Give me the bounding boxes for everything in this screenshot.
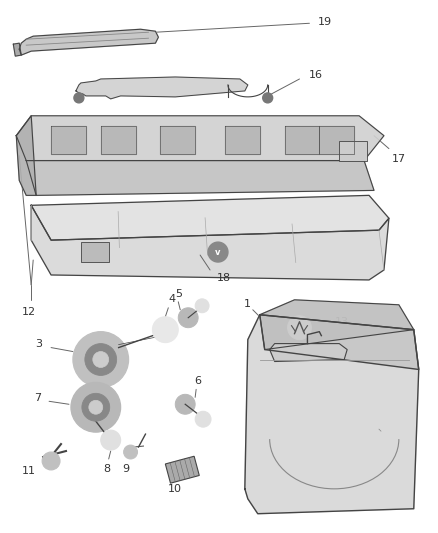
Polygon shape xyxy=(245,315,419,514)
Polygon shape xyxy=(101,126,135,154)
Circle shape xyxy=(195,299,209,313)
Polygon shape xyxy=(19,29,159,55)
Polygon shape xyxy=(76,77,248,99)
Text: 17: 17 xyxy=(392,154,406,164)
Text: 4: 4 xyxy=(169,294,176,304)
Circle shape xyxy=(208,242,228,262)
Polygon shape xyxy=(260,300,414,350)
Circle shape xyxy=(74,93,84,103)
Text: 3: 3 xyxy=(35,338,42,349)
Text: 5: 5 xyxy=(175,289,182,299)
Polygon shape xyxy=(270,344,347,361)
Text: 19: 19 xyxy=(318,17,332,27)
Text: 13: 13 xyxy=(335,317,349,327)
Text: 1: 1 xyxy=(244,299,251,309)
Polygon shape xyxy=(13,43,21,56)
FancyBboxPatch shape xyxy=(165,456,199,483)
Circle shape xyxy=(42,452,60,470)
Polygon shape xyxy=(31,196,389,240)
Circle shape xyxy=(73,332,129,387)
Bar xyxy=(81,242,109,262)
Polygon shape xyxy=(51,126,86,154)
Text: 12: 12 xyxy=(22,307,36,317)
Text: 9: 9 xyxy=(122,464,129,474)
Text: 7: 7 xyxy=(34,393,41,403)
Bar xyxy=(339,141,367,160)
Polygon shape xyxy=(31,205,389,280)
Circle shape xyxy=(288,316,311,340)
Polygon shape xyxy=(260,315,419,369)
Polygon shape xyxy=(225,126,260,154)
Text: 18: 18 xyxy=(217,273,231,283)
Polygon shape xyxy=(285,126,319,154)
Text: 10: 10 xyxy=(168,484,182,494)
Circle shape xyxy=(263,93,273,103)
Circle shape xyxy=(195,411,211,427)
Circle shape xyxy=(71,382,120,432)
Circle shape xyxy=(178,308,198,328)
Text: 8: 8 xyxy=(103,464,110,474)
Polygon shape xyxy=(26,160,374,196)
Text: 6: 6 xyxy=(194,376,201,386)
Circle shape xyxy=(85,344,117,375)
Circle shape xyxy=(152,317,178,343)
Text: 11: 11 xyxy=(22,466,36,476)
Circle shape xyxy=(101,430,120,450)
Circle shape xyxy=(82,393,110,421)
Circle shape xyxy=(124,445,138,459)
Polygon shape xyxy=(16,116,36,196)
Circle shape xyxy=(89,400,103,414)
Circle shape xyxy=(175,394,195,414)
Text: v: v xyxy=(215,247,221,256)
Circle shape xyxy=(93,352,109,367)
Text: 16: 16 xyxy=(308,70,322,80)
Polygon shape xyxy=(319,126,354,154)
Polygon shape xyxy=(160,126,195,154)
Polygon shape xyxy=(16,116,384,160)
